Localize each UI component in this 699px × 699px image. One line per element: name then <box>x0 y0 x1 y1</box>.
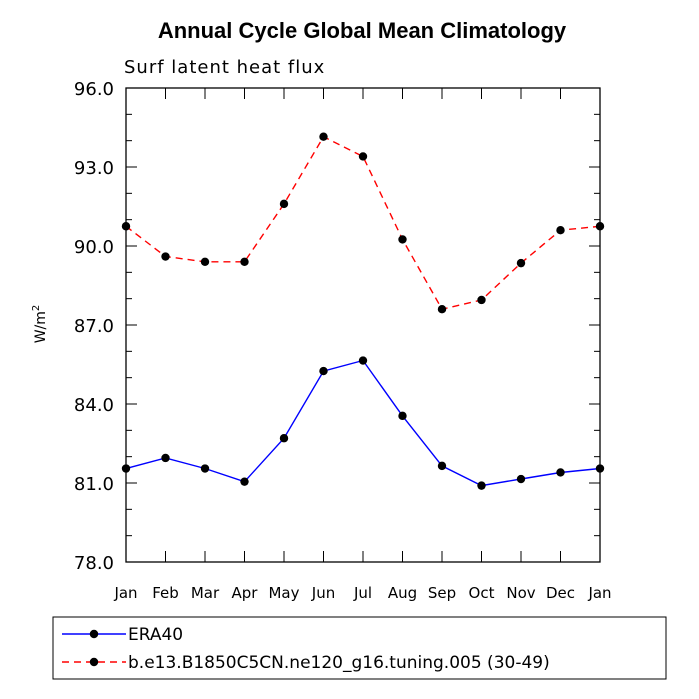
data-point <box>595 222 605 231</box>
legend-label: b.e13.B1850C5CN.ne120_g16.tuning.005 (30… <box>128 653 550 673</box>
data-point <box>121 222 131 231</box>
y-tick-label: 84.0 <box>74 395 114 416</box>
y-tick-label: 78.0 <box>74 553 114 574</box>
x-tick-label: Sep <box>428 584 456 602</box>
chart-subtitle: Surf latent heat flux <box>124 57 325 78</box>
data-point <box>319 366 328 376</box>
legend-entry-2: b.e13.B1850C5CN.ne120_g16.tuning.005 (30… <box>62 653 550 673</box>
y-axis-label-base: W/m <box>33 311 49 343</box>
data-point <box>516 474 526 484</box>
series-lines <box>121 132 605 490</box>
legend: ERA40 b.e13.B1850C5CN.ne120_g16.tuning.00… <box>52 616 667 680</box>
y-axis-label-superscript: 2 <box>31 305 42 311</box>
y-tick-label: 87.0 <box>74 316 114 337</box>
chart-title: Annual Cycle Global Mean Climatology <box>158 18 567 43</box>
x-tick-label: Jun <box>311 584 335 602</box>
data-point <box>358 356 368 365</box>
legend-marker <box>89 629 99 639</box>
data-point <box>595 464 605 473</box>
data-point <box>279 434 289 443</box>
series-2 <box>121 132 605 314</box>
legend-entries: ERA40 b.e13.B1850C5CN.ne120_g16.tuning.00… <box>62 625 550 673</box>
data-point <box>200 464 210 473</box>
y-tick-label: 81.0 <box>74 474 114 495</box>
series-line <box>125 135 601 311</box>
legend-box <box>52 616 667 680</box>
data-point <box>477 481 486 490</box>
data-point <box>398 411 407 421</box>
axis-ticks: 78.0 81.0 84.0 87.0 90.0 93.0 96.0 Jan Feb Mar Apr… <box>74 79 612 602</box>
x-tick-label: Jan <box>113 584 137 602</box>
data-point <box>319 132 328 141</box>
x-tick-label: Jul <box>353 584 372 602</box>
legend-label: ERA40 <box>128 625 183 645</box>
x-tick-label: Feb <box>152 584 179 602</box>
legend-entry-1: ERA40 <box>62 625 183 645</box>
series-1 <box>121 356 605 490</box>
x-tick-label: Nov <box>506 584 535 602</box>
x-tick-label: Oct <box>469 584 495 602</box>
data-point <box>161 252 170 261</box>
data-point <box>358 152 368 161</box>
y-tick-label: 93.0 <box>74 158 114 179</box>
y-tick-label: 96.0 <box>74 79 114 100</box>
y-axis-label: W/m2 <box>31 305 49 344</box>
x-tick-label: Dec <box>546 584 575 602</box>
x-tick-label: Mar <box>191 584 220 602</box>
data-point <box>437 461 447 471</box>
data-point <box>240 257 249 266</box>
x-tick-label: May <box>268 584 299 602</box>
x-tick-label: Apr <box>232 584 259 602</box>
data-point <box>121 464 131 473</box>
svg-text:W/m2: W/m2 <box>31 305 49 344</box>
data-point <box>398 235 407 244</box>
data-point <box>279 199 289 209</box>
data-point <box>200 257 210 266</box>
data-point <box>556 468 565 477</box>
x-tick-label: Aug <box>388 584 417 602</box>
data-point <box>437 305 447 314</box>
data-point <box>240 477 249 486</box>
x-tick-label: Jan <box>587 584 611 602</box>
y-tick-label: 90.0 <box>74 237 114 258</box>
data-point <box>161 453 170 463</box>
legend-marker <box>89 657 99 667</box>
data-point <box>477 295 486 305</box>
data-point <box>556 226 565 235</box>
series-line <box>125 359 601 487</box>
data-point <box>516 258 526 268</box>
